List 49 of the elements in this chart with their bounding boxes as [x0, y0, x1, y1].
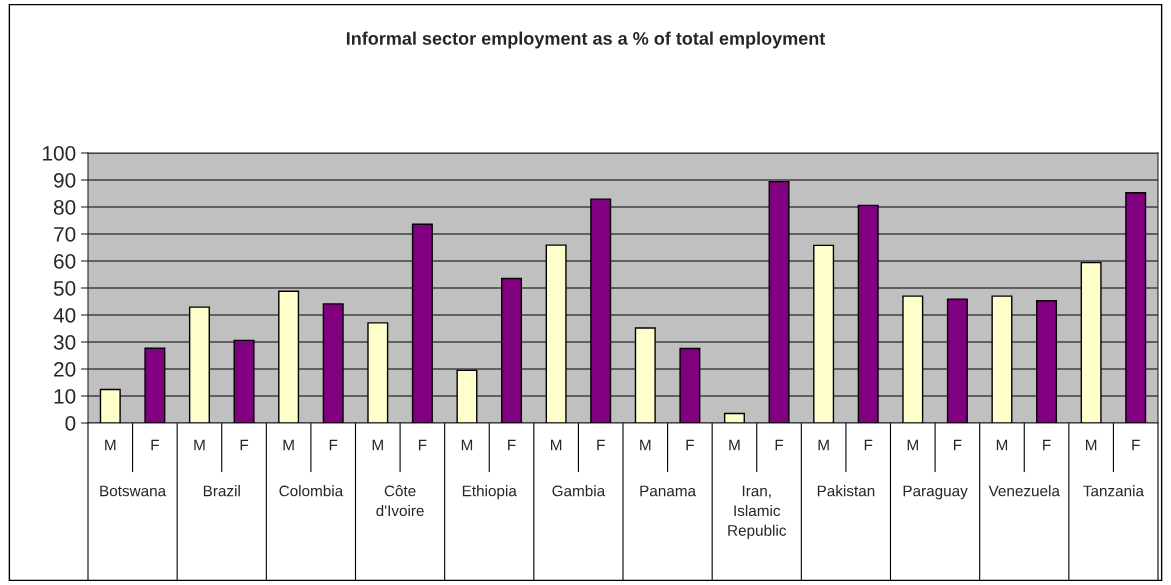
- text: F: [240, 439, 249, 451]
- x-tick-label: Colombia: [279, 485, 344, 497]
- x-tick-label: Botswana: [100, 485, 167, 497]
- text: F: [953, 439, 962, 451]
- x-tick-label: Iran, Islamic Republic: [728, 485, 787, 539]
- bar: [723, 412, 745, 423]
- x-tick-label: Panama: [640, 485, 697, 497]
- x-tick-label: Tanzania: [1083, 485, 1144, 497]
- y-tick-label: 60: [54, 254, 76, 269]
- text: F: [686, 439, 694, 451]
- y-tick-label: 70: [54, 227, 76, 242]
- x-tick-label: Paraguay: [903, 485, 968, 500]
- text: M: [372, 439, 383, 451]
- y-tick-label: 20: [54, 362, 76, 377]
- y-tick-label: 40: [53, 308, 76, 323]
- y-tick-label: 100: [43, 146, 76, 161]
- y-tick-label: 30: [53, 335, 76, 350]
- y-tick-label: 10: [54, 389, 76, 404]
- series-label: M: [105, 439, 116, 451]
- text: M: [907, 439, 918, 451]
- y-tick-label: 80: [53, 200, 76, 215]
- x-tick-label: Pakistan: [817, 485, 875, 497]
- y-tick-label: 50: [53, 281, 76, 296]
- text: F: [864, 439, 873, 451]
- text: M: [640, 439, 651, 451]
- x-tick-label: Brazil: [203, 485, 240, 497]
- text: M: [818, 439, 829, 451]
- x-tick-label: Ethiopia: [462, 485, 517, 500]
- series-label: F: [151, 439, 159, 451]
- text: F: [597, 439, 605, 451]
- text: M: [996, 439, 1008, 451]
- text: M: [194, 439, 205, 451]
- text: F: [508, 439, 516, 451]
- text: F: [418, 439, 427, 451]
- text: F: [1043, 439, 1051, 451]
- text: F: [1132, 439, 1140, 451]
- text: F: [329, 439, 338, 451]
- text: M: [283, 439, 294, 451]
- x-tick-label: Gambia: [552, 485, 606, 497]
- x-tick-label: Venezuela: [988, 485, 1060, 497]
- x-tick-label: Côte d'Ivoire: [376, 485, 424, 517]
- y-tick-label: 90: [54, 173, 76, 188]
- text: F: [775, 439, 784, 451]
- y-tick-label: 0: [65, 416, 76, 431]
- text: M: [729, 439, 740, 451]
- text: M: [1086, 439, 1097, 451]
- chart-title: Informal sector employment as a % of total employment: [346, 31, 826, 49]
- text: M: [461, 439, 473, 451]
- text: M: [551, 439, 562, 451]
